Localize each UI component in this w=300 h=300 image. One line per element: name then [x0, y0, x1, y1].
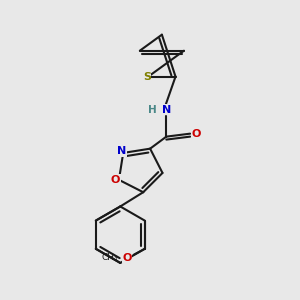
Text: N: N — [162, 105, 172, 115]
Text: H: H — [148, 105, 157, 115]
Text: O: O — [111, 175, 120, 185]
Text: N: N — [117, 146, 126, 156]
Text: S: S — [143, 72, 151, 82]
Text: O: O — [122, 253, 132, 263]
Text: CH₃: CH₃ — [102, 253, 118, 262]
Text: O: O — [192, 129, 201, 139]
